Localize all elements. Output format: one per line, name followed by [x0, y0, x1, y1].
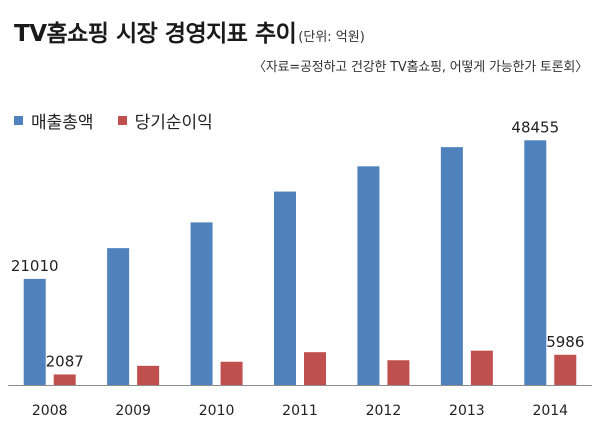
legend-swatch-revenue: [14, 116, 23, 125]
chart-title: TV홈쇼핑 시장 경영지표 추이: [14, 21, 297, 47]
legend-item-revenue: 매출총액: [14, 108, 94, 133]
bar-net-income-2008: [53, 374, 76, 385]
bar-revenue-2008: [23, 278, 46, 385]
bar-net-income-2013: [470, 350, 493, 385]
bar-revenue-2012: [357, 166, 380, 385]
bar-revenue-2014: [524, 140, 547, 385]
bar-net-income-2014: [554, 354, 577, 385]
x-tick-label-2009: 2009: [115, 403, 151, 419]
legend-label-revenue: 매출총액: [31, 113, 94, 133]
bar-net-income-2011: [304, 352, 326, 385]
x-tick-label-2008: 2008: [32, 403, 68, 419]
bar-net-income-2009: [137, 365, 160, 385]
legend-item-net-income: 당기순이익: [117, 108, 213, 133]
data-label-revenue-2014: 48455: [511, 118, 559, 136]
bar-net-income-2010: [220, 361, 243, 385]
x-tick-label-2011: 2011: [282, 403, 318, 419]
legend-swatch-net-income: [117, 116, 127, 125]
bar-revenue-2013: [440, 147, 463, 385]
x-tick-label-2014: 2014: [532, 403, 568, 419]
legend-label-net-income: 당기순이익: [134, 113, 213, 133]
bar-revenue-2009: [107, 248, 130, 385]
data-label-revenue-2008: 21010: [11, 257, 59, 275]
x-tick-label-2013: 2013: [449, 403, 485, 419]
chart-title-row: TV홈쇼핑 시장 경영지표 추이 (단위: 억원): [14, 14, 365, 48]
data-label-net-income-2008: 2087: [46, 352, 84, 370]
source-note: 〈자료=공정하고 건강한 TV홈쇼핑, 어떻게 가능한가 토론회〉: [252, 60, 588, 75]
bar-revenue-2011: [274, 191, 296, 385]
unit-note: (단위: 억원): [298, 30, 365, 45]
x-tick-label-2010: 2010: [199, 403, 235, 419]
legend: 매출총액 당기순이익: [14, 108, 237, 133]
x-tick-label-2012: 2012: [366, 403, 402, 419]
bar-revenue-2010: [190, 222, 213, 385]
data-label-net-income-2014: 5986: [546, 333, 584, 351]
bar-net-income-2012: [387, 360, 410, 385]
